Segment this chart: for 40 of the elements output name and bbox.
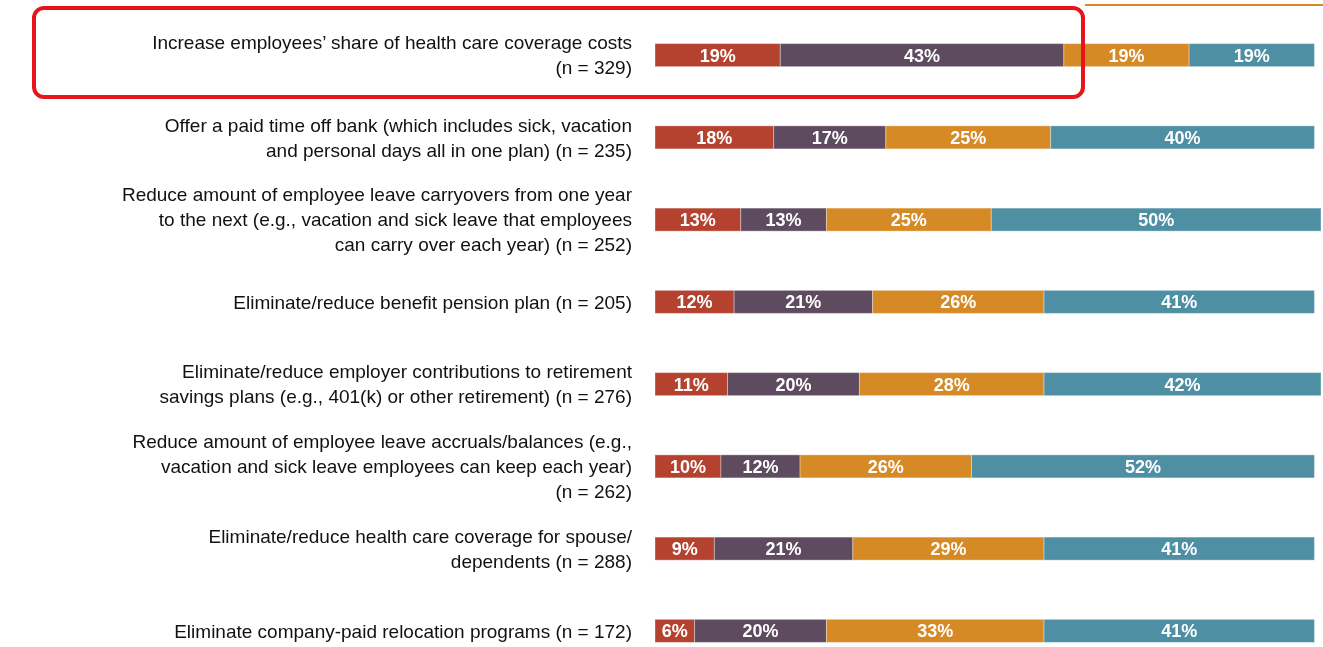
data-label: 21% [765, 539, 802, 560]
data-label: 29% [930, 539, 967, 560]
y-tick-label: Offer a paid time off bank (which includes sick, vacation and personal days all in one plan) (n = 235) [164, 114, 632, 161]
data-label: 40% [1164, 127, 1201, 148]
data-label: 18% [696, 127, 733, 148]
data-label: 25% [950, 127, 987, 148]
data-label: 17% [811, 127, 848, 148]
data-label: 42% [1164, 374, 1201, 395]
data-label: 26% [940, 292, 977, 313]
data-label: 21% [785, 292, 822, 313]
data-label: 28% [933, 374, 970, 395]
data-label: 33% [917, 621, 954, 642]
y-tick-label: Eliminate/reduce health care coverage for spouse/ dependents (n = 288) [208, 525, 633, 572]
data-label: 26% [867, 456, 904, 477]
data-label: 9% [671, 539, 698, 560]
y-tick-label: Eliminate/reduce employer contributions to retirement savings plans (e.g., 401(k) or other retirement) (n = 276) [159, 361, 633, 408]
data-label: 43% [904, 45, 941, 66]
data-label: 19% [699, 45, 736, 66]
data-label: 19% [1233, 45, 1270, 66]
data-label: 20% [775, 374, 812, 395]
y-tick-label: Eliminate/reduce benefit pension plan (n = 205) [233, 291, 632, 313]
data-label: 52% [1124, 456, 1161, 477]
data-label: 13% [765, 210, 802, 231]
data-label: 50% [1138, 210, 1175, 231]
data-label: 11% [673, 374, 709, 395]
y-tick-label: Increase employees’ share of health care coverage costs (n = 329) [152, 32, 632, 79]
data-label: 41% [1161, 539, 1198, 560]
y-tick-label: Reduce amount of employee leave carryovers from one year to the next (e.g., vacation and sick leave that employees can carry over each year) (n = 252) [121, 184, 633, 256]
data-label: 10% [669, 456, 706, 477]
data-label: 12% [742, 456, 779, 477]
data-label: 41% [1161, 621, 1198, 642]
y-tick-label: Eliminate company-paid relocation programs (n = 172) [174, 620, 632, 642]
data-label: 19% [1108, 45, 1145, 66]
data-label: 6% [661, 621, 688, 642]
data-label: 20% [742, 621, 779, 642]
data-label: 41% [1161, 292, 1198, 313]
data-label: 25% [890, 210, 927, 231]
data-label: 12% [676, 292, 713, 313]
data-label: 13% [679, 210, 716, 231]
y-tick-label: Reduce amount of employee leave accruals/balances (e.g., vacation and sick leave employees can keep each year) (n = 262) [132, 431, 632, 503]
